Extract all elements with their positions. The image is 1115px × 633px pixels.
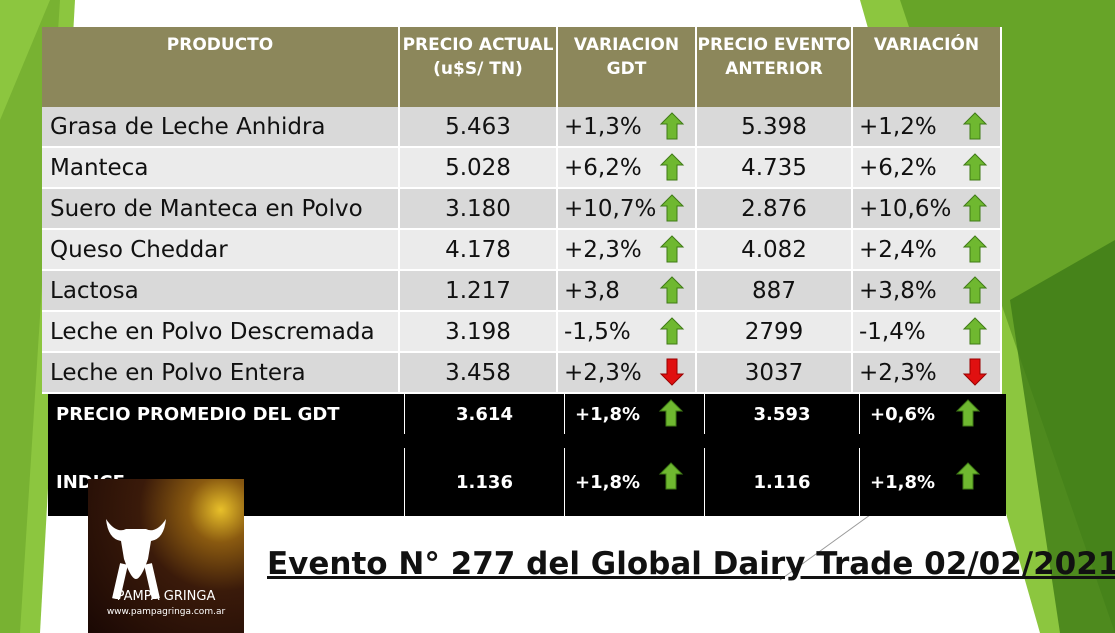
arrow-up [955, 399, 981, 427]
arrow-up [659, 317, 685, 345]
logo-url: www.pampagringa.com.ar [106, 607, 226, 617]
product-name: Suero de Manteca en Polvo [42, 189, 400, 230]
summary-value: +0,6% [870, 403, 936, 425]
cell-value: 3.180 [400, 189, 558, 230]
product-name: Manteca [42, 148, 400, 189]
summary-value: 1.116 [705, 448, 860, 516]
cell-value: 3.198 [400, 312, 558, 353]
summary-value: +1,8% [565, 394, 705, 434]
arrow-up [962, 194, 988, 222]
arrow-down [962, 358, 988, 386]
cell-value: +3,8% [853, 271, 1002, 312]
arrow-up [659, 194, 685, 222]
cell-value: 3.458 [400, 353, 558, 394]
arrow-up [658, 462, 684, 490]
header-cell: PRECIO EVENTO ANTERIOR [697, 27, 853, 107]
summary-value: 3.593 [705, 394, 860, 434]
header-cell: PRECIO ACTUAL (u$S/ TN) [400, 27, 558, 107]
cell-value: 1.217 [400, 271, 558, 312]
logo: PAMPA GRINGA www.pampagringa.com.ar [88, 479, 244, 633]
arrow-up [659, 153, 685, 181]
arrow-up [962, 276, 988, 304]
bull-icon [106, 519, 166, 599]
arrow-up [659, 235, 685, 263]
product-name: Leche en Polvo Descremada [42, 312, 400, 353]
cell-value: 2799 [697, 312, 853, 353]
summary-label: PRECIO PROMEDIO DEL GDT [48, 394, 405, 434]
cell-value: 4.735 [697, 148, 853, 189]
product-name: Leche en Polvo Entera [42, 353, 400, 394]
arrow-up [962, 235, 988, 263]
cell-value: 5.028 [400, 148, 558, 189]
product-name: Grasa de Leche Anhidra [42, 107, 400, 148]
arrow-up [659, 112, 685, 140]
cell-value: 5.398 [697, 107, 853, 148]
cell-value: 4.178 [400, 230, 558, 271]
product-name: Lactosa [42, 271, 400, 312]
header-cell: VARIACIÓN [853, 27, 1002, 107]
logo-name: PAMPA GRINGA [116, 589, 216, 604]
header-cell: PRODUCTO [42, 27, 400, 107]
cell-value: +10,6% [853, 189, 1002, 230]
cell-value: 5.463 [400, 107, 558, 148]
arrow-up [962, 112, 988, 140]
cell-value: 2.876 [697, 189, 853, 230]
summary-value: 3.614 [405, 394, 565, 434]
title: Evento N° 277 del Global Dairy Trade 02/… [267, 546, 1115, 582]
header-cell: VARIACION GDT [558, 27, 697, 107]
summary-value: +1,8% [565, 448, 705, 516]
arrow-up [659, 276, 685, 304]
cell-value: +3,8 [558, 271, 697, 312]
summary-value: 1.136 [405, 448, 565, 516]
arrow-up [962, 153, 988, 181]
arrow-down [659, 358, 685, 386]
cell-value: 4.082 [697, 230, 853, 271]
summary-value: +1,8% [870, 471, 936, 493]
cell-value: 887 [697, 271, 853, 312]
arrow-up [658, 399, 684, 427]
cell-value: 3037 [697, 353, 853, 394]
product-name: Queso Cheddar [42, 230, 400, 271]
arrow-up [955, 462, 981, 490]
arrow-up [962, 317, 988, 345]
